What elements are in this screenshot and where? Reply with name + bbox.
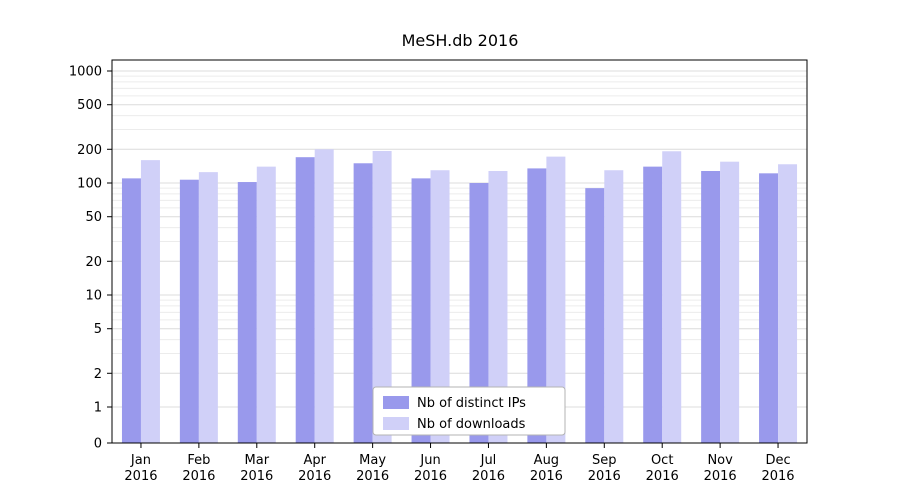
- bar-downloads: [372, 151, 392, 443]
- bar-downloads: [314, 149, 334, 443]
- x-axis-label-year: 2016: [124, 469, 157, 484]
- x-axis-label-year: 2016: [356, 469, 389, 484]
- bar-downloads: [604, 170, 624, 443]
- bar-downloads: [140, 160, 160, 444]
- x-axis-label-month: Mar: [245, 453, 270, 468]
- bar-downloads: [778, 164, 798, 444]
- bar-distinct-ips: [237, 182, 257, 443]
- bar-downloads: [256, 166, 276, 443]
- bar-distinct-ips: [469, 183, 489, 443]
- y-axis-tick-label: 20: [85, 255, 102, 270]
- legend-swatch: [383, 396, 409, 409]
- x-axis-label-month: Nov: [707, 453, 733, 468]
- x-axis-label: Sep 2016: [588, 453, 621, 484]
- bar-distinct-ips: [121, 178, 141, 443]
- x-axis-label-month: Oct: [651, 453, 673, 468]
- x-axis-label: Oct 2016: [646, 453, 679, 484]
- x-axis-label: Jul 2016: [472, 453, 505, 484]
- legend-label: Nb of downloads: [417, 417, 526, 432]
- x-axis-label: May 2016: [356, 453, 389, 484]
- x-axis-label: Dec 2016: [761, 453, 794, 484]
- y-axis-tick-label: 5: [94, 322, 102, 337]
- y-axis-tick-label: 200: [77, 143, 102, 158]
- x-axis-label-month: May: [359, 453, 386, 468]
- x-axis-label-year: 2016: [414, 469, 447, 484]
- legend-label: Nb of distinct IPs: [417, 396, 526, 411]
- bar-distinct-ips: [585, 188, 605, 443]
- x-axis-label: Jun 2016: [414, 453, 447, 484]
- bar-distinct-ips: [353, 163, 373, 444]
- bar-distinct-ips: [527, 168, 547, 443]
- x-axis-label-month: Jun: [419, 453, 440, 468]
- x-axis-label: Jan 2016: [124, 453, 157, 484]
- x-axis-label-month: Aug: [534, 453, 559, 468]
- bar-distinct-ips: [643, 166, 663, 443]
- bar-distinct-ips: [295, 157, 315, 443]
- x-axis-label-year: 2016: [704, 469, 737, 484]
- y-axis-tick-label: 0: [94, 437, 102, 452]
- x-axis-label-year: 2016: [472, 469, 505, 484]
- y-axis-tick-label: 50: [85, 210, 102, 225]
- bar-downloads: [198, 172, 218, 444]
- x-axis-label-year: 2016: [588, 469, 621, 484]
- x-axis-label: Apr 2016: [298, 453, 331, 484]
- bar-downloads: [720, 161, 740, 443]
- bar-downloads: [488, 170, 508, 443]
- y-axis-tick-label: 1000: [69, 65, 102, 80]
- legend-box: [372, 386, 566, 436]
- y-axis-tick-label: 500: [77, 98, 102, 113]
- y-axis-tick-label: 2: [94, 367, 102, 382]
- x-axis-label-month: Sep: [592, 453, 617, 468]
- bar-downloads: [546, 156, 566, 443]
- plot-border: [111, 59, 808, 444]
- legend: Nb of distinct IPs Nb of downloads: [372, 386, 566, 436]
- y-axis-tick-label: 10: [85, 289, 102, 304]
- y-axis-tick-label: 1: [94, 401, 102, 416]
- x-axis-label-year: 2016: [298, 469, 331, 484]
- x-axis-label-month: Feb: [187, 453, 210, 468]
- x-axis-label: Mar 2016: [240, 453, 273, 484]
- chart-title: MeSH.db 2016: [402, 31, 519, 50]
- x-axis-label-month: Jul: [480, 453, 497, 468]
- bar-downloads: [430, 170, 450, 443]
- x-axis-label-year: 2016: [530, 469, 563, 484]
- bar-distinct-ips: [701, 170, 721, 443]
- bar-downloads: [662, 151, 682, 443]
- x-axis-label-year: 2016: [646, 469, 679, 484]
- bar-distinct-ips: [179, 179, 199, 443]
- x-axis-label-year: 2016: [240, 469, 273, 484]
- x-axis-label: Nov 2016: [704, 453, 737, 484]
- x-axis-label-year: 2016: [761, 469, 794, 484]
- x-axis-label-year: 2016: [182, 469, 215, 484]
- bar-distinct-ips: [759, 173, 779, 443]
- x-axis-label-month: Dec: [765, 453, 790, 468]
- x-axis-label: Feb 2016: [182, 453, 215, 484]
- x-axis-label-month: Apr: [303, 453, 326, 468]
- x-axis-label-month: Jan: [130, 453, 151, 468]
- y-axis-tick-label: 100: [77, 177, 102, 192]
- bar-distinct-ips: [411, 178, 431, 443]
- x-axis-label: Aug 2016: [530, 453, 563, 484]
- legend-swatch: [383, 417, 409, 430]
